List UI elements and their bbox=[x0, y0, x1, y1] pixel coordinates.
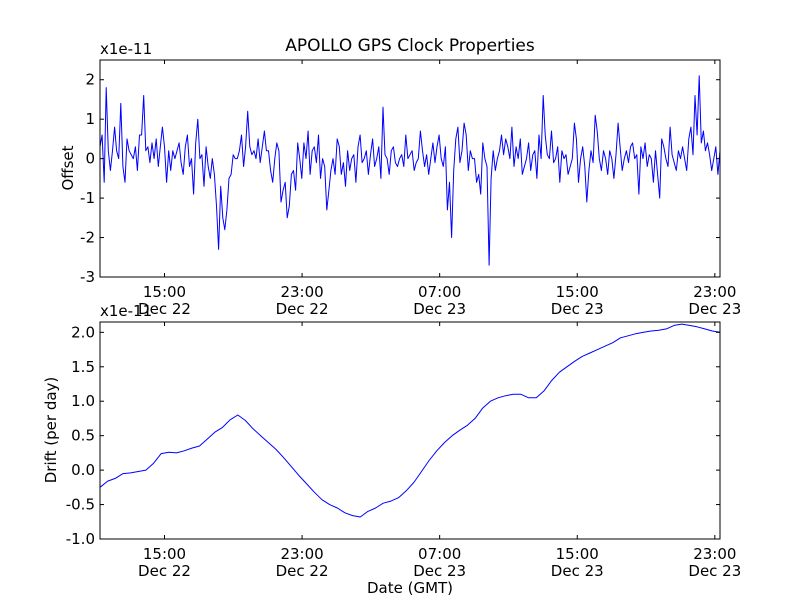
drift-xtick-time-label: 15:00 bbox=[143, 545, 186, 563]
offset-ticks bbox=[100, 60, 720, 278]
drift-ytick-label: 0.0 bbox=[71, 461, 95, 479]
offset-series-line bbox=[99, 75, 721, 266]
drift-plot-frame bbox=[99, 321, 721, 540]
offset-ytick-label: 1 bbox=[85, 110, 95, 128]
drift-ytick-label: -0.5 bbox=[66, 496, 95, 514]
drift-series-line bbox=[99, 323, 721, 518]
offset-y-axis-label: Offset bbox=[59, 145, 77, 190]
drift-x-axis-label: Date (GMT) bbox=[367, 579, 453, 597]
drift-xtick-date-label: Dec 23 bbox=[413, 562, 466, 580]
drift-ytick-label: 0.5 bbox=[71, 427, 95, 445]
drift-xtick-date-label: Dec 23 bbox=[688, 562, 741, 580]
offset-xtick-date-label: Dec 23 bbox=[551, 300, 604, 318]
drift-ytick-label: 2.0 bbox=[71, 323, 95, 341]
offset-xtick-time-label: 15:00 bbox=[143, 283, 186, 301]
drift-xtick-date-label: Dec 22 bbox=[276, 562, 329, 580]
offset-xtick-date-label: Dec 23 bbox=[688, 300, 741, 318]
offset-plot-frame bbox=[99, 59, 721, 278]
offset-ytick-label: -1 bbox=[80, 189, 95, 207]
drift-ticks bbox=[100, 322, 720, 540]
drift-scale-label: x1e-11 bbox=[100, 302, 152, 320]
offset-ytick-label: 2 bbox=[85, 71, 95, 89]
drift-y-axis-label: Drift (per day) bbox=[42, 377, 60, 484]
drift-ytick-label: 1.5 bbox=[71, 358, 95, 376]
offset-xtick-time-label: 15:00 bbox=[556, 283, 599, 301]
drift-xtick-time-label: 07:00 bbox=[418, 545, 461, 563]
offset-ytick-label: -2 bbox=[80, 229, 95, 247]
figure-title: APOLLO GPS Clock Properties bbox=[285, 36, 535, 56]
offset-ytick-label: 0 bbox=[85, 150, 95, 168]
offset-xtick-date-label: Dec 22 bbox=[276, 300, 329, 318]
drift-ytick-label: -1.0 bbox=[66, 530, 95, 548]
drift-ytick-label: 1.0 bbox=[71, 392, 95, 410]
offset-xtick-time-label: 23:00 bbox=[693, 283, 736, 301]
offset-xtick-time-label: 23:00 bbox=[280, 283, 323, 301]
drift-xtick-date-label: Dec 23 bbox=[551, 562, 604, 580]
drift-xtick-time-label: 23:00 bbox=[693, 545, 736, 563]
offset-xtick-date-label: Dec 22 bbox=[138, 300, 191, 318]
drift-y-tick-labels: -1.0 -0.5 0.0 0.5 1.0 1.5 2.0 bbox=[66, 323, 95, 548]
drift-xtick-date-label: Dec 22 bbox=[138, 562, 191, 580]
drift-xtick-time-label: 15:00 bbox=[556, 545, 599, 563]
offset-ytick-label: -3 bbox=[80, 268, 95, 286]
offset-xtick-time-label: 07:00 bbox=[418, 283, 461, 301]
offset-xtick-date-label: Dec 23 bbox=[413, 300, 466, 318]
offset-y-tick-labels: -3 -2 -1 0 1 2 bbox=[80, 71, 95, 286]
offset-scale-label: x1e-11 bbox=[100, 40, 152, 58]
drift-xtick-time-label: 23:00 bbox=[280, 545, 323, 563]
